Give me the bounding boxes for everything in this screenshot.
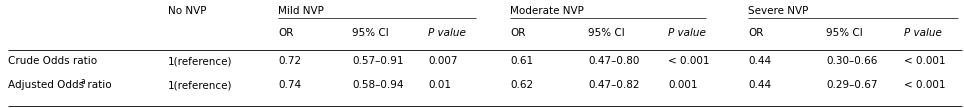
Text: 95% CI: 95% CI bbox=[588, 28, 625, 38]
Text: a: a bbox=[81, 77, 86, 86]
Text: 0.62: 0.62 bbox=[510, 80, 533, 90]
Text: 0.29–0.67: 0.29–0.67 bbox=[826, 80, 877, 90]
Text: No NVP: No NVP bbox=[168, 6, 206, 16]
Text: OR: OR bbox=[510, 28, 525, 38]
Text: 0.72: 0.72 bbox=[278, 56, 301, 66]
Text: < 0.001: < 0.001 bbox=[904, 80, 946, 90]
Text: Moderate NVP: Moderate NVP bbox=[510, 6, 584, 16]
Text: P value: P value bbox=[904, 28, 942, 38]
Text: 95% CI: 95% CI bbox=[352, 28, 388, 38]
Text: 0.57–0.91: 0.57–0.91 bbox=[352, 56, 404, 66]
Text: 0.74: 0.74 bbox=[278, 80, 301, 90]
Text: OR: OR bbox=[278, 28, 293, 38]
Text: 0.47–0.80: 0.47–0.80 bbox=[588, 56, 639, 66]
Text: OR: OR bbox=[748, 28, 763, 38]
Text: < 0.001: < 0.001 bbox=[668, 56, 710, 66]
Text: 0.44: 0.44 bbox=[748, 80, 771, 90]
Text: Mild NVP: Mild NVP bbox=[278, 6, 324, 16]
Text: P value: P value bbox=[668, 28, 706, 38]
Text: 0.58–0.94: 0.58–0.94 bbox=[352, 80, 404, 90]
Text: < 0.001: < 0.001 bbox=[904, 56, 946, 66]
Text: 0.44: 0.44 bbox=[748, 56, 771, 66]
Text: 0.61: 0.61 bbox=[510, 56, 533, 66]
Text: 95% CI: 95% CI bbox=[826, 28, 863, 38]
Text: 0.007: 0.007 bbox=[428, 56, 458, 66]
Text: Severe NVP: Severe NVP bbox=[748, 6, 809, 16]
Text: 1(reference): 1(reference) bbox=[168, 80, 232, 90]
Text: 0.01: 0.01 bbox=[428, 80, 451, 90]
Text: 1(reference): 1(reference) bbox=[168, 56, 232, 66]
Text: 0.30–0.66: 0.30–0.66 bbox=[826, 56, 877, 66]
Text: 0.001: 0.001 bbox=[668, 80, 698, 90]
Text: 0.47–0.82: 0.47–0.82 bbox=[588, 80, 639, 90]
Text: Crude Odds ratio: Crude Odds ratio bbox=[8, 56, 97, 66]
Text: P value: P value bbox=[428, 28, 466, 38]
Text: Adjusted Odds ratio: Adjusted Odds ratio bbox=[8, 80, 112, 90]
